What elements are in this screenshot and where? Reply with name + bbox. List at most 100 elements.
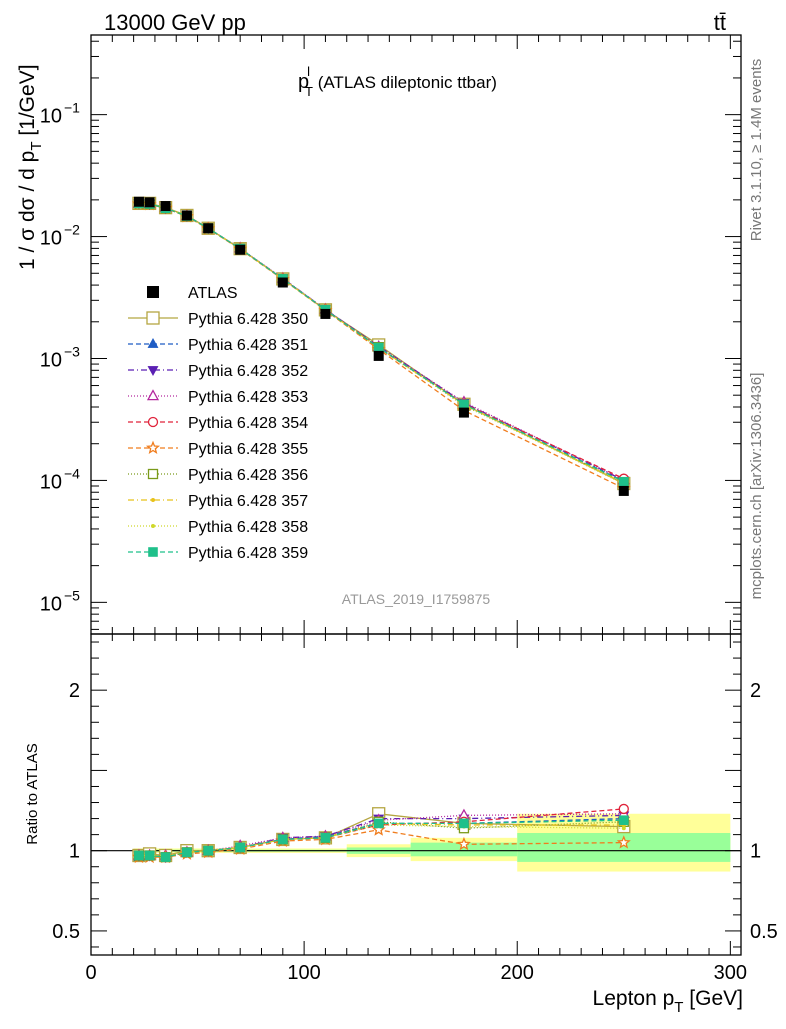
legend-marker-7 <box>151 498 155 502</box>
legend-marker-5 <box>145 440 161 454</box>
ratio-tick-label-left-0: 0.5 <box>52 921 80 943</box>
legend-label-6: Pythia 6.428 356 <box>188 467 308 484</box>
y-axis-label-main: 1 / σ dσ / d p <box>16 151 39 270</box>
y-tick-label-2: 10 <box>40 349 62 371</box>
ratio-9-point-9 <box>459 818 469 829</box>
y-tick-label-1: 10 <box>40 228 62 250</box>
ratio-5-point-10 <box>616 835 631 849</box>
legend-label-1: Pythia 6.428 351 <box>188 337 308 354</box>
legend-label-2: Pythia 6.428 352 <box>188 363 308 380</box>
y-tick-label-0: 10 <box>40 106 62 128</box>
legend-marker-3 <box>146 389 160 401</box>
plot-title-rest: (ATLAS dileptonic ttbar) <box>313 73 497 92</box>
x-axis-label: Lepton pT [GeV] <box>593 987 743 1016</box>
x-tick-label-100: 100 <box>287 962 320 984</box>
ratio-8-point-10 <box>621 826 626 831</box>
y-axis-label-sub: T <box>28 142 45 151</box>
series-9-point-10 <box>618 476 629 487</box>
plot-title-sub: T <box>305 84 313 99</box>
ratio-tick-label-left-2: 2 <box>69 680 80 702</box>
legend-marker-6 <box>147 468 159 480</box>
data-point-2 <box>160 201 171 212</box>
ratio-9-point-5 <box>235 842 245 853</box>
ratio-9-point-0 <box>134 850 144 861</box>
ratio-9-point-6 <box>278 834 288 845</box>
ratio-4-point-10 <box>618 803 629 815</box>
ratio-9-point-1 <box>144 850 155 861</box>
y-tick-label-base-1: 10 <box>40 228 62 250</box>
watermark: ATLAS_2019_I1759875 <box>342 591 491 607</box>
x-tick-label-200: 200 <box>501 962 534 984</box>
series-9-point-9 <box>459 399 469 410</box>
legend-label-3: Pythia 6.428 353 <box>188 389 308 406</box>
x-axis-label-unit: [GeV] <box>683 987 743 1010</box>
legend-label-9: Pythia 6.428 359 <box>188 545 308 562</box>
y-tick-label-exp-3: −4 <box>64 465 80 481</box>
ratio-9-point-10 <box>618 815 629 825</box>
data-point-4 <box>203 223 214 234</box>
series-9-point-8 <box>373 342 384 353</box>
y-tick-label-exp-0: −1 <box>64 100 80 116</box>
y-axis-label: 1 / σ dσ / d pT [1/GeV] <box>16 64 45 270</box>
series-line-2 <box>138 202 625 481</box>
legend-label-7: Pythia 6.428 357 <box>188 493 308 510</box>
y-tick-label-base-3: 10 <box>40 471 62 493</box>
y-axis-label-unit: [1/GeV] <box>16 64 39 141</box>
legend-label-0: Pythia 6.428 350 <box>188 311 308 328</box>
data-point-8 <box>373 350 384 361</box>
ratio-9-point-7 <box>320 833 331 843</box>
ratio-frame <box>90 633 742 956</box>
legend-marker-0 <box>146 311 160 325</box>
ratio-9-point-2 <box>160 852 171 862</box>
rivet-label: Rivet 3.1.10, ≥ 1.4M events <box>748 59 765 242</box>
legend: ATLAS Pythia 6.428 350 Pythia 6.428 351 Pyt… <box>128 285 308 562</box>
legend-label-5: Pythia 6.428 355 <box>188 441 308 458</box>
ratio-tick-label-left-1: 1 <box>69 841 80 863</box>
ratio-panel: 0 100 200 3000.5 0.51 12 2 <box>52 633 778 984</box>
legend-marker-2 <box>147 366 159 377</box>
data-point-10 <box>618 485 629 496</box>
ratio-9-point-4 <box>203 845 214 856</box>
legend-label-data: ATLAS <box>188 285 238 302</box>
y-tick-label-exp-2: −3 <box>64 343 80 359</box>
data-point-0 <box>133 196 144 207</box>
data-point-7 <box>320 308 331 319</box>
y-tick-label-base-0: 10 <box>40 106 62 128</box>
legend-marker-4 <box>147 416 159 428</box>
series-line-8 <box>138 202 625 485</box>
data-point-6 <box>277 277 288 288</box>
data-point-9 <box>458 407 469 418</box>
legend-label-4: Pythia 6.428 354 <box>188 415 308 432</box>
ratio-band-inner-2 <box>410 842 518 857</box>
main-panel: 10−110−210−310−410−5 <box>40 34 742 635</box>
legend-label-8: Pythia 6.428 358 <box>188 519 308 536</box>
ratio-tick-label-right-1: 1 <box>750 841 761 863</box>
legend-marker-1 <box>147 337 159 348</box>
x-axis-label-sub: T <box>674 999 683 1016</box>
y-tick-label-3: 10 <box>40 471 62 493</box>
ratio-tick-label-right-2: 2 <box>750 680 761 702</box>
y-tick-label-4: 10 <box>40 593 62 615</box>
y-tick-label-base-4: 10 <box>40 593 62 615</box>
data-point-5 <box>235 244 246 255</box>
x-tick-label-300: 300 <box>714 962 747 984</box>
ratio-9-point-3 <box>182 847 192 858</box>
mcplots-label: mcplots.cern.ch [arXiv:1306.3436] <box>748 373 765 600</box>
legend-marker-9 <box>148 547 158 557</box>
plot-title-main: p <box>298 71 309 93</box>
plot-title: pl T (ATLAS dileptonic ttbar) <box>298 64 497 99</box>
y-tick-label-exp-1: −2 <box>64 222 80 238</box>
ratio-axis-label: Ratio to ATLAS <box>24 743 41 844</box>
legend-marker-data <box>147 286 159 298</box>
data-point-1 <box>144 197 155 208</box>
y-tick-label-base-2: 10 <box>40 349 62 371</box>
y-tick-label-exp-4: −5 <box>64 587 80 603</box>
legend-marker-8 <box>151 524 155 528</box>
header-right: tt̄ <box>714 10 726 35</box>
ratio-5-point-9 <box>456 836 471 851</box>
ratio-tick-label-right-0: 0.5 <box>750 921 778 943</box>
header-left: 13000 GeV pp <box>104 10 246 35</box>
data-point-3 <box>181 210 192 221</box>
